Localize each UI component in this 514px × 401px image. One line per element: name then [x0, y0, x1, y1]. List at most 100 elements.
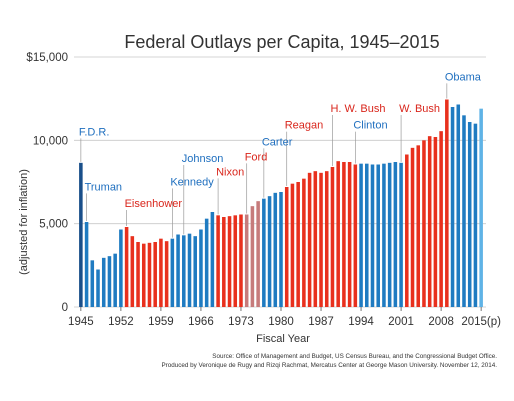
y-axis-label: (adjusted for inflation)	[18, 169, 30, 275]
bar-1979	[273, 192, 278, 307]
bar-2002	[405, 154, 409, 307]
chart-title: Federal Outlays per Capita, 1945–2015	[124, 32, 439, 52]
annotation-kennedy: Kennedy	[170, 176, 214, 188]
x-axis-label: Fiscal Year	[256, 333, 310, 345]
bar-1945	[79, 162, 83, 307]
bars	[79, 99, 483, 308]
annotation-truman: Truman	[85, 181, 123, 193]
bar-2014	[473, 123, 478, 308]
annotation-clinton: Clinton	[353, 120, 387, 132]
bar-1982	[290, 183, 295, 307]
bar-1998	[382, 163, 386, 307]
x-tick-label: 1973	[228, 316, 254, 328]
bar-1978	[267, 196, 272, 307]
bar-1962	[176, 234, 180, 307]
x-tick-label: 1945	[68, 316, 94, 328]
bar-1964	[187, 233, 192, 307]
bar-2007	[433, 137, 438, 307]
bar-1991	[342, 162, 346, 307]
x-tick-label: 1980	[268, 316, 294, 328]
x-tick-label: 1994	[348, 316, 374, 328]
bar-1976	[256, 201, 260, 307]
x-tick-label: 2015(p)	[461, 316, 501, 328]
bar-1990	[336, 161, 340, 307]
bar-1981	[284, 187, 289, 307]
credit-note: Produced by Veronique de Rugy and Rizqi …	[161, 362, 497, 369]
bar-1999	[387, 162, 392, 307]
bar-1973	[239, 214, 243, 307]
bar-1995	[365, 163, 369, 307]
bar-2013	[467, 122, 472, 307]
bar-1951	[113, 253, 117, 307]
annotation-ford: Ford	[245, 151, 268, 163]
annotation-f-d-r: F.D.R.	[79, 126, 110, 138]
x-tick-label: 1952	[108, 316, 134, 328]
bar-2010	[450, 107, 455, 307]
annotation-eisenhower: Eisenhower	[125, 198, 183, 210]
bar-1968	[210, 212, 215, 307]
annotation-nixon: Nixon	[216, 166, 244, 178]
bar-1988	[324, 171, 329, 307]
y-tick-label: 5,000	[39, 219, 68, 231]
bar-1965	[193, 236, 197, 307]
x-axis-ticks: 1945 1952 1959 1966 1973 1980 1987 1994 2001 2008…	[68, 307, 501, 328]
annotation-obama: Obama	[445, 71, 482, 83]
bar-1954	[130, 236, 135, 307]
bar-1989	[330, 167, 335, 307]
annotation-carter: Carter	[262, 136, 293, 148]
bar-1952	[119, 229, 123, 307]
bar-1953	[124, 227, 129, 307]
bar-1993	[353, 164, 358, 307]
bar-1974	[244, 214, 249, 307]
bar-1961	[170, 238, 175, 307]
bar-2008	[439, 131, 443, 307]
y-tick-label: $15,000	[26, 52, 68, 64]
x-tick-label: 2008	[428, 316, 454, 328]
bar-1994	[359, 163, 363, 307]
bar-2003	[410, 147, 415, 307]
annotation-leaders	[80, 83, 448, 238]
bar-1997	[376, 164, 380, 307]
bar-2015	[479, 108, 483, 308]
bar-1963	[182, 235, 186, 307]
bar-1966	[199, 229, 203, 307]
y-tick-label: 0	[62, 302, 68, 314]
bar-2011	[456, 104, 461, 307]
bar-2012	[462, 115, 466, 307]
bar-2006	[427, 136, 432, 307]
x-tick-label: 1987	[308, 316, 334, 328]
bar-2005	[422, 140, 426, 307]
y-axis-ticks: 0 5,000 10,000 $15,000	[26, 52, 68, 314]
bar-1956	[141, 243, 146, 307]
bar-1977	[262, 198, 266, 307]
bar-1946	[84, 222, 89, 307]
bar-1957	[147, 242, 152, 307]
bar-1967	[204, 218, 209, 307]
bar-1955	[136, 242, 140, 307]
bar-1970	[222, 217, 226, 307]
bar-1983	[296, 182, 300, 307]
annotation-johnson: Johnson	[182, 153, 224, 165]
y-tick-label: 10,000	[33, 135, 68, 147]
x-tick-label: 2001	[388, 316, 414, 328]
bar-1948	[96, 269, 100, 307]
bar-1972	[233, 215, 238, 307]
annotation-h-w-bush: H. W. Bush	[330, 103, 385, 115]
bar-1960	[164, 241, 169, 307]
bar-2009	[445, 99, 449, 307]
bar-1950	[107, 256, 112, 307]
x-tick-label: 1966	[188, 316, 214, 328]
x-tick-label: 1959	[148, 316, 174, 328]
bar-1992	[347, 162, 352, 307]
bar-2000	[393, 162, 398, 307]
bar-1996	[370, 164, 375, 307]
bar-2001	[399, 162, 403, 307]
bar-2004	[416, 145, 421, 307]
annotation-reagan: Reagan	[285, 120, 324, 132]
bar-1987	[319, 172, 323, 307]
bar-1975	[250, 206, 255, 307]
bar-1971	[227, 216, 232, 307]
bar-1949	[101, 257, 106, 307]
